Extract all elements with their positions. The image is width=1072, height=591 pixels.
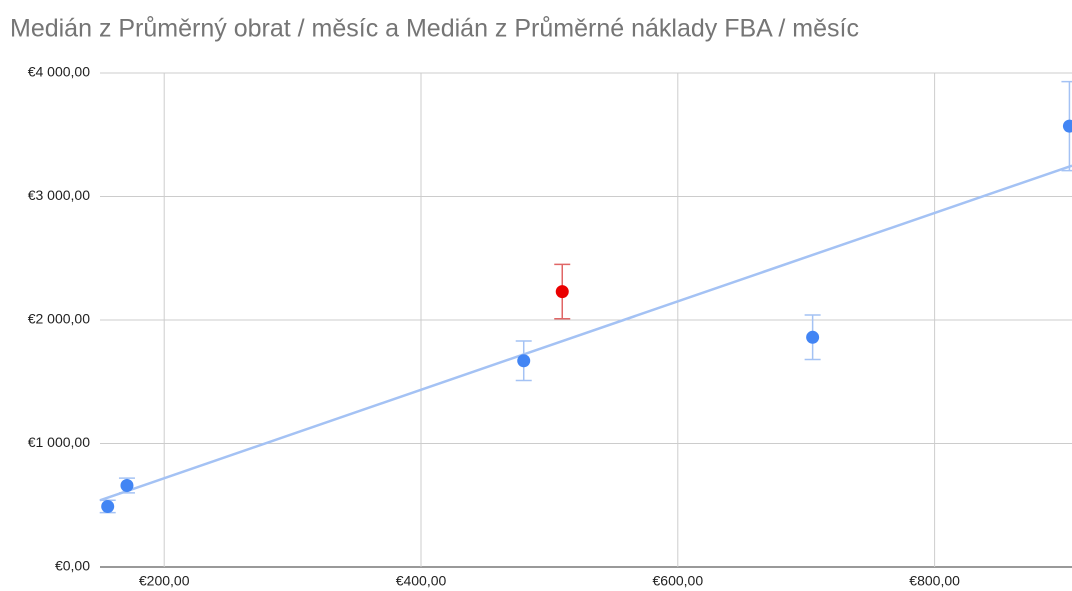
point bbox=[1062, 119, 1072, 133]
point bbox=[517, 354, 531, 368]
chart-title: Medián z Průměrný obrat / měsíc a Medián… bbox=[10, 15, 859, 43]
point bbox=[555, 285, 569, 299]
point bbox=[120, 478, 134, 492]
x-tick-label: €600,00 bbox=[653, 573, 704, 589]
y-tick-label: €1 000,00 bbox=[28, 434, 90, 450]
point bbox=[101, 499, 115, 513]
point bbox=[806, 330, 820, 344]
x-tick-label: €800,00 bbox=[909, 573, 960, 589]
y-tick-label: €4 000,00 bbox=[28, 64, 90, 80]
y-tick-label: €2 000,00 bbox=[28, 311, 90, 327]
x-tick-label: €200,00 bbox=[139, 573, 190, 589]
y-tick-label: €3 000,00 bbox=[28, 187, 90, 203]
trendline bbox=[99, 164, 1072, 502]
y-tick-label: €0,00 bbox=[55, 558, 90, 574]
x-tick-label: €400,00 bbox=[396, 573, 447, 589]
